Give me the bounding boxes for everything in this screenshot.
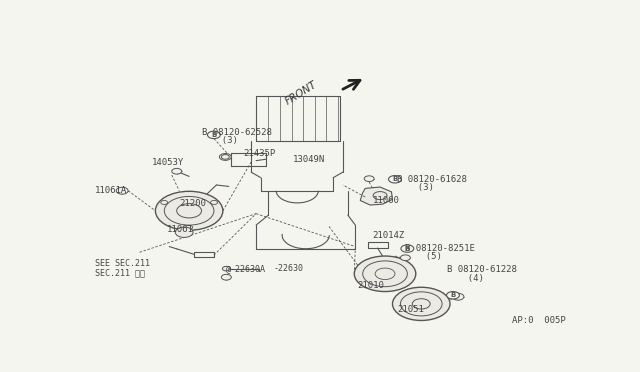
- Circle shape: [388, 176, 401, 183]
- Text: -22630: -22630: [273, 264, 303, 273]
- Circle shape: [172, 169, 182, 174]
- Text: SEE SEC.211: SEE SEC.211: [95, 259, 150, 268]
- Circle shape: [222, 266, 230, 271]
- Text: B 08120-61628: B 08120-61628: [397, 175, 467, 184]
- Text: AP:0  005P: AP:0 005P: [511, 316, 565, 325]
- Polygon shape: [360, 187, 392, 205]
- Circle shape: [364, 176, 374, 182]
- Text: (3): (3): [408, 183, 434, 192]
- Text: 11061: 11061: [167, 225, 194, 234]
- Circle shape: [221, 275, 231, 280]
- Circle shape: [401, 255, 410, 261]
- Text: 11060: 11060: [372, 196, 399, 205]
- Text: 13049N: 13049N: [293, 155, 326, 164]
- Text: (4): (4): [457, 273, 484, 283]
- Text: 21010: 21010: [358, 281, 385, 290]
- Text: 21014Z: 21014Z: [372, 231, 405, 240]
- Text: B: B: [211, 132, 216, 138]
- Circle shape: [175, 227, 193, 237]
- Circle shape: [452, 293, 464, 300]
- Circle shape: [220, 154, 231, 160]
- Text: B: B: [404, 246, 410, 251]
- Text: @-22630A: @-22630A: [227, 264, 266, 273]
- Text: SEC.211 参照: SEC.211 参照: [95, 268, 145, 277]
- Text: 11061A: 11061A: [95, 186, 127, 195]
- Text: B 08120-62528: B 08120-62528: [202, 128, 271, 137]
- Text: 21051: 21051: [397, 305, 424, 314]
- Text: (5): (5): [415, 252, 442, 261]
- Text: FRONT: FRONT: [283, 80, 319, 107]
- Text: B: B: [451, 292, 456, 298]
- Text: 21200: 21200: [179, 199, 206, 208]
- Circle shape: [355, 256, 416, 292]
- Circle shape: [116, 187, 128, 194]
- Text: (3): (3): [211, 136, 238, 145]
- Circle shape: [401, 245, 414, 252]
- Circle shape: [207, 131, 220, 139]
- Text: 21435P: 21435P: [244, 149, 276, 158]
- Circle shape: [392, 287, 450, 321]
- Circle shape: [221, 155, 229, 159]
- Text: B 08120-61228: B 08120-61228: [447, 265, 517, 274]
- Text: B 08120-8251E: B 08120-8251E: [405, 244, 475, 253]
- Text: 14053Y: 14053Y: [152, 158, 184, 167]
- Text: B: B: [392, 176, 397, 182]
- Circle shape: [447, 292, 460, 299]
- Circle shape: [156, 191, 223, 230]
